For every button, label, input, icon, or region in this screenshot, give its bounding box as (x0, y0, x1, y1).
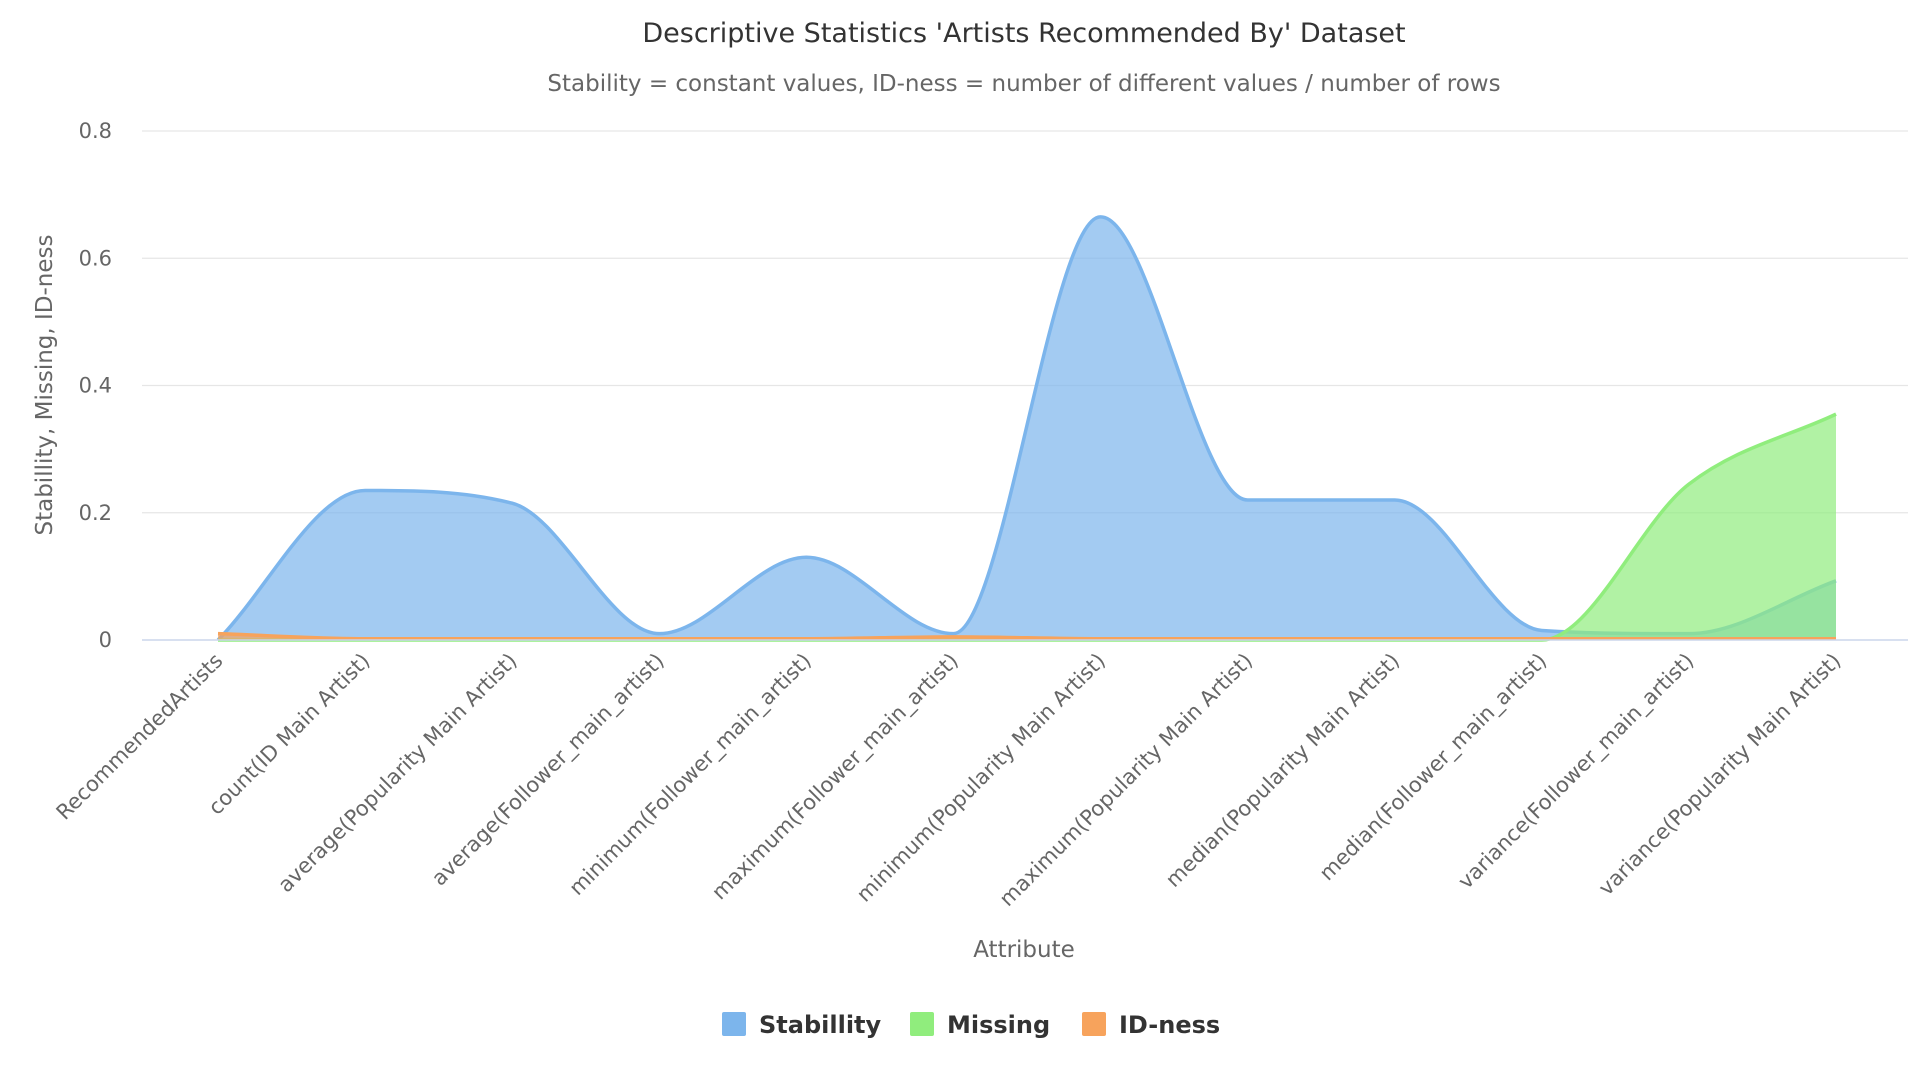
x-tick-label: variance(Follower_main_artist) (1453, 649, 1699, 895)
legend-item-id-ness[interactable]: ID-ness (1082, 1011, 1220, 1039)
legend-label: Stabillity (759, 1011, 882, 1039)
x-tick-label: variance(Popularity Main Artist) (1594, 649, 1846, 901)
legend-item-stabillity[interactable]: Stabillity (722, 1011, 882, 1039)
x-tick-label: RecommendedArtists (52, 649, 228, 825)
legend-swatch (722, 1012, 746, 1036)
x-axis-title: Attribute (973, 937, 1075, 963)
y-tick-label: 0 (99, 628, 112, 652)
x-tick-label: average(Popularity Main Artist) (273, 649, 521, 897)
legend-swatch (1082, 1012, 1106, 1036)
x-tick-label: minimum(Follower_main_artist) (564, 649, 816, 901)
x-tick-label: maximum(Popularity Main Artist) (995, 649, 1257, 911)
chart-subtitle: Stability = constant values, ID-ness = n… (547, 71, 1500, 97)
y-tick-label: 0.4 (79, 374, 112, 398)
series-area-missing (218, 414, 1836, 640)
legend: Stabillity Missing ID-ness (722, 1011, 1220, 1039)
y-axis-title: Stabillity, Missing, ID-ness (32, 235, 58, 536)
series-line-id-ness (217, 631, 1836, 641)
y-tick-label: 0.6 (79, 246, 112, 270)
legend-label: Missing (947, 1011, 1050, 1039)
x-tick-label: minimum(Popularity Main Artist) (852, 649, 1110, 907)
y-tick-label: 0.2 (79, 501, 112, 525)
x-tick-label: average(Follower_main_artist) (427, 649, 670, 892)
x-tick-label: median(Popularity Main Artist) (1161, 649, 1404, 892)
y-tick-label: 0.8 (79, 119, 112, 143)
series-areas (216, 215, 1837, 642)
legend-swatch (910, 1012, 934, 1036)
series-line-stabillity (216, 215, 1837, 642)
y-axis-ticks: 0 0.2 0.4 0.6 0.8 (79, 119, 112, 652)
x-tick-label: count(ID Main Artist) (204, 649, 375, 820)
x-tick-label: maximum(Follower_main_artist) (707, 649, 964, 906)
x-tick-label: median(Follower_main_artist) (1315, 649, 1552, 886)
legend-label: ID-ness (1119, 1011, 1220, 1039)
chart-title: Descriptive Statistics 'Artists Recommen… (642, 18, 1405, 49)
legend-item-missing[interactable]: Missing (910, 1011, 1050, 1039)
